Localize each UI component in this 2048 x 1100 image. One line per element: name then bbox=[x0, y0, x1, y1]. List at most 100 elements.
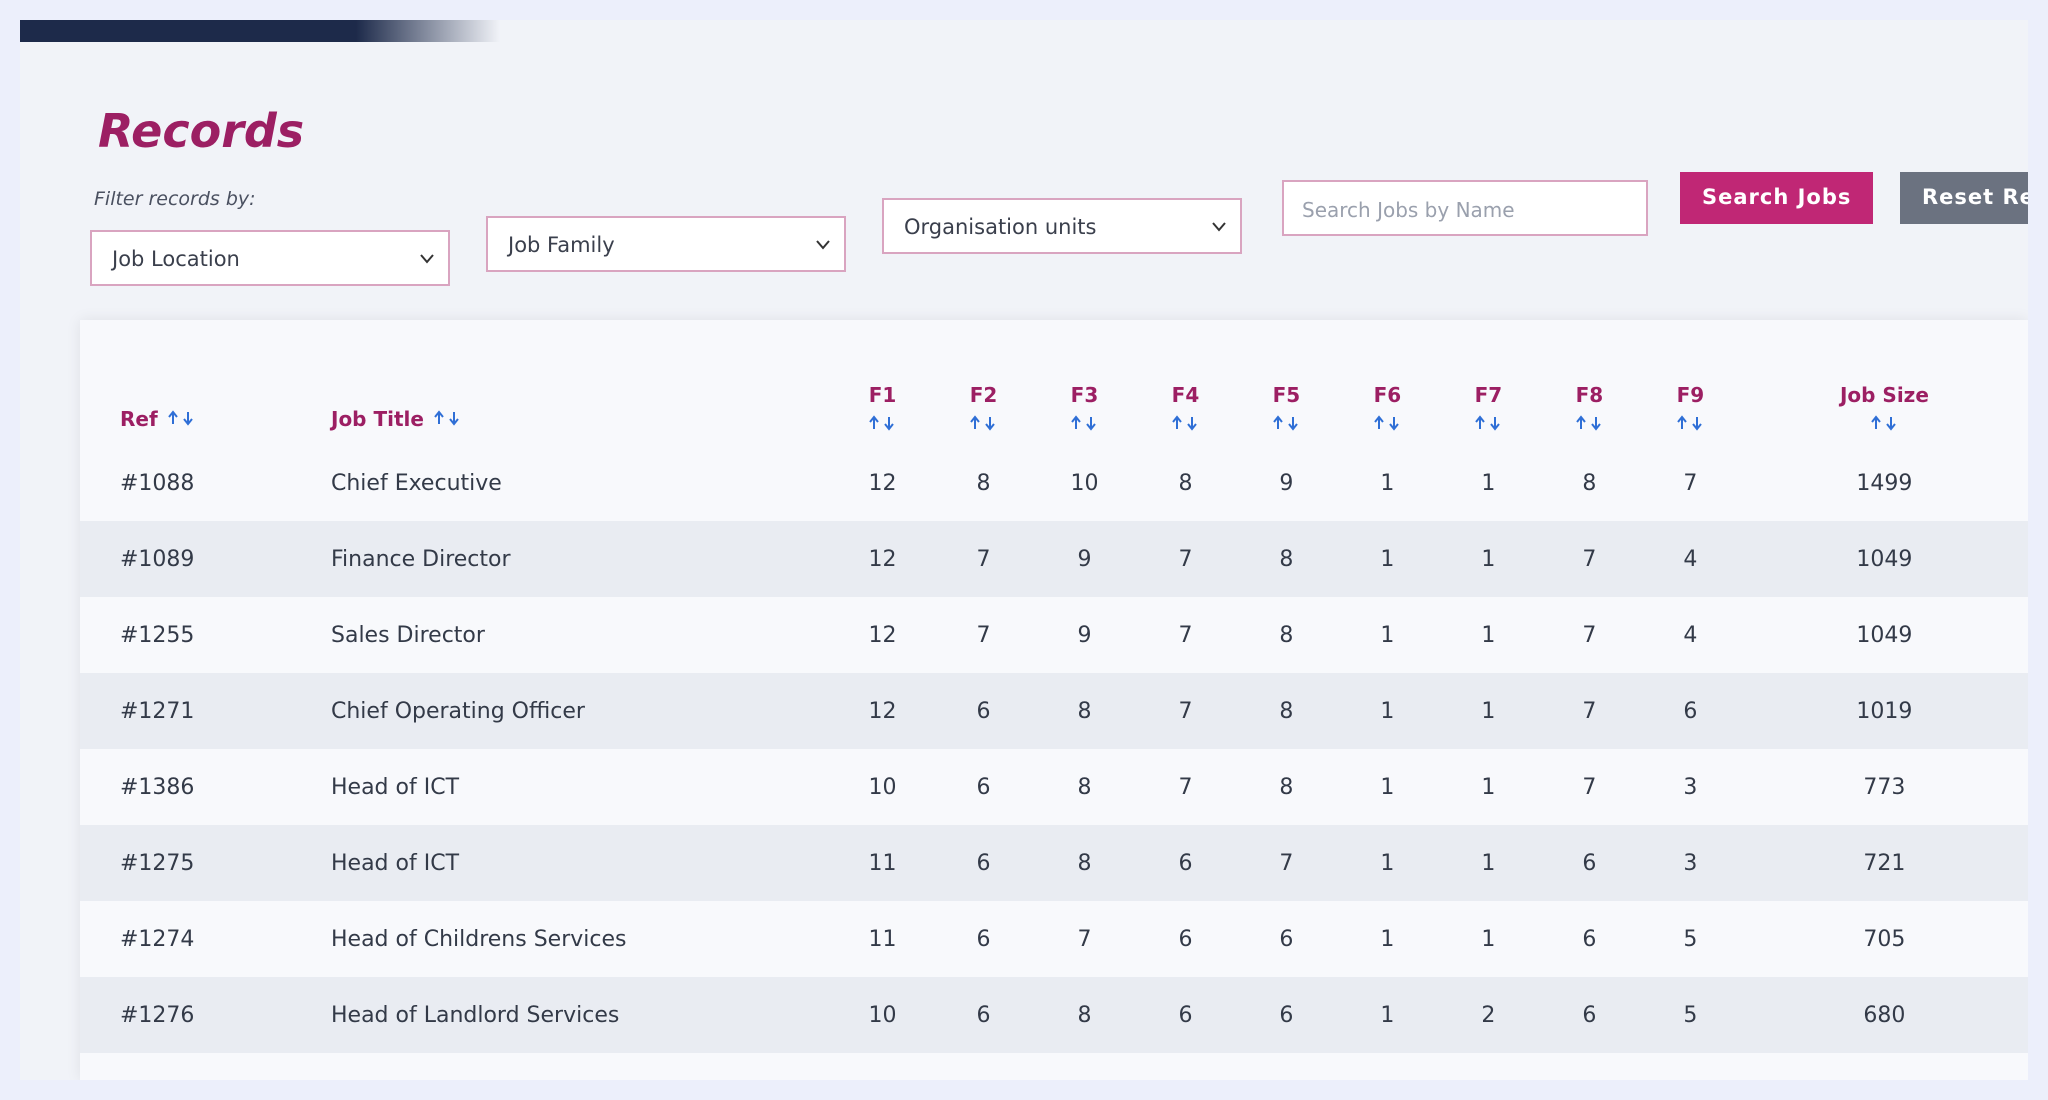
page-title: Records bbox=[98, 104, 305, 158]
title-cell: Head of ICT bbox=[331, 774, 460, 800]
table-row: #1088 Chief Executive 12 8 10 8 9 1 1 8 7 1499 bbox=[80, 445, 2028, 521]
select-text: Job Family bbox=[508, 233, 615, 257]
sort-arrows[interactable] bbox=[1574, 415, 1604, 431]
table-row: #1271 Chief Operating Officer 12 6 8 7 8 1 1 7 6 10… bbox=[80, 673, 2028, 749]
score-cell: 4 bbox=[1683, 622, 1698, 648]
chevron bbox=[420, 254, 434, 264]
select-job-location[interactable]: Job Location bbox=[90, 230, 450, 286]
sort-arrows[interactable] bbox=[867, 415, 897, 431]
score-cell: 1 bbox=[1380, 622, 1395, 648]
score-cell: 12 bbox=[868, 470, 897, 496]
score-cell: 9 bbox=[1033, 521, 1135, 597]
sort-arrows[interactable] bbox=[968, 415, 998, 431]
score-cell: 1 bbox=[1481, 926, 1496, 952]
column-header-text: Job Title bbox=[331, 407, 424, 431]
score-cell: 7 bbox=[1683, 470, 1698, 496]
sort-arrows[interactable] bbox=[1170, 415, 1200, 431]
title-cell: Finance Director bbox=[291, 521, 832, 597]
ref-cell: #1255 bbox=[120, 622, 195, 648]
score-cell: 7 bbox=[1582, 774, 1597, 800]
sort-arrows[interactable] bbox=[1473, 415, 1503, 431]
score-cell: 6 bbox=[932, 977, 1034, 1053]
column-header-text: F3 bbox=[1070, 383, 1099, 407]
select-text: Organisation units bbox=[904, 215, 1097, 239]
top-bar bbox=[20, 20, 500, 42]
sort-arrows[interactable] bbox=[1069, 415, 1099, 431]
select-job-family[interactable]: Job Family bbox=[486, 216, 846, 272]
title-cell: Project Principal bbox=[291, 1053, 832, 1081]
chevron bbox=[1212, 222, 1226, 232]
score-cell: 7 bbox=[1134, 521, 1236, 597]
column-header: F9 bbox=[1640, 320, 1741, 445]
score-cell: 1 bbox=[1336, 521, 1438, 597]
score-cell: 1049 bbox=[1856, 622, 1913, 648]
score-cell: 8 bbox=[1077, 774, 1092, 800]
search-button[interactable]: Search Jobs bbox=[1680, 172, 1874, 224]
score-cell: 6 bbox=[932, 673, 1034, 749]
column-header: Job Size bbox=[1741, 320, 2028, 445]
score-cell: 1 bbox=[1380, 774, 1395, 800]
title-cell: Head of Childrens Services bbox=[331, 926, 627, 952]
records-card: Ref Job Title F1 F2 F3 F4 F5 F6 F7 F8 F9 Job Size #… bbox=[80, 320, 2028, 1080]
ref-cell: #1276 bbox=[80, 977, 291, 1053]
score-cell: 8 bbox=[1279, 622, 1294, 648]
score-cell: 3 bbox=[1640, 1053, 1741, 1081]
column-header-text: F5 bbox=[1272, 383, 1301, 407]
sort-arrows[interactable] bbox=[1372, 415, 1402, 431]
score-cell: 1049 bbox=[1740, 521, 2028, 597]
score-cell: 631 bbox=[1741, 1053, 2028, 1081]
ref-cell: #1275 bbox=[80, 825, 291, 901]
score-cell: 6 bbox=[1538, 825, 1640, 901]
score-cell: 7 bbox=[1178, 774, 1193, 800]
score-cell: 6 bbox=[1134, 825, 1236, 901]
score-cell: 11 bbox=[868, 926, 897, 952]
score-cell: 11 bbox=[832, 825, 933, 901]
score-cell: 7 bbox=[1538, 673, 1640, 749]
score-cell: 9 bbox=[1077, 622, 1092, 648]
score-cell: 1 bbox=[1481, 470, 1496, 496]
ref-cell: #1274 bbox=[120, 926, 195, 952]
score-cell: 6 bbox=[1235, 977, 1337, 1053]
search-input[interactable]: Search Jobs by Name bbox=[1282, 180, 1648, 236]
sort-arrows[interactable] bbox=[166, 410, 196, 426]
score-cell: 721 bbox=[1740, 825, 2028, 901]
score-cell: 680 bbox=[1740, 977, 2028, 1053]
column-header: F1 bbox=[832, 320, 933, 445]
sort-arrows[interactable] bbox=[1869, 415, 1899, 431]
column-header: F4 bbox=[1135, 320, 1236, 445]
score-cell: 8 bbox=[1235, 521, 1337, 597]
score-cell: 1019 bbox=[1740, 673, 2028, 749]
score-cell: 1 bbox=[1437, 673, 1539, 749]
column-header-text: F6 bbox=[1373, 383, 1402, 407]
column-header-text: F9 bbox=[1676, 383, 1705, 407]
reset-button[interactable]: Reset Records bbox=[1900, 172, 2028, 224]
column-header: F5 bbox=[1236, 320, 1337, 445]
column-header: Ref bbox=[80, 320, 291, 445]
score-cell: 705 bbox=[1863, 926, 1906, 952]
score-cell: 4 bbox=[1639, 521, 1741, 597]
score-cell: 12 bbox=[868, 622, 897, 648]
column-header: Job Title bbox=[291, 320, 832, 445]
score-cell: 7 bbox=[1582, 622, 1597, 648]
select-org-units[interactable]: Organisation units bbox=[882, 198, 1242, 254]
score-cell: 12 bbox=[832, 673, 933, 749]
sort-arrows[interactable] bbox=[1675, 415, 1705, 431]
column-header-text: F1 bbox=[868, 383, 897, 407]
table-body: #1088 Chief Executive 12 8 10 8 9 1 1 8 7 1499 #1089… bbox=[80, 445, 2028, 1080]
score-cell: 8 bbox=[1279, 774, 1294, 800]
score-cell: 2 bbox=[1438, 1053, 1539, 1081]
score-cell: 6 bbox=[1135, 1053, 1236, 1081]
score-cell: 1 bbox=[1380, 926, 1395, 952]
score-cell: 1 bbox=[1336, 673, 1438, 749]
score-cell: 6 bbox=[1639, 673, 1741, 749]
ref-cell: #1291 bbox=[80, 1053, 291, 1081]
score-cell: 5 bbox=[1539, 1053, 1640, 1081]
score-cell: 1 bbox=[1437, 521, 1539, 597]
sort-arrows[interactable] bbox=[1271, 415, 1301, 431]
ref-cell: #1089 bbox=[80, 521, 291, 597]
sort-arrows[interactable] bbox=[432, 410, 462, 426]
column-header-text: F2 bbox=[969, 383, 998, 407]
column-header-text: F4 bbox=[1171, 383, 1200, 407]
ref-cell: #1386 bbox=[120, 774, 195, 800]
